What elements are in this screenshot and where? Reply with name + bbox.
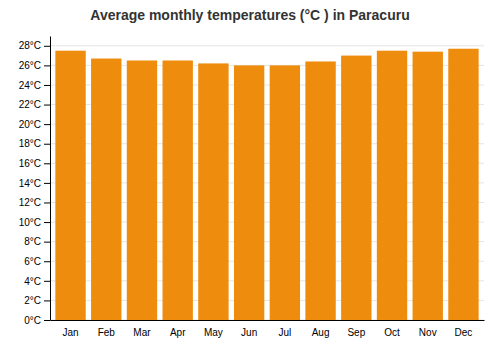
bar	[163, 60, 193, 320]
y-tick-mark	[44, 242, 50, 243]
x-tick: Jan	[62, 327, 78, 338]
y-tick-label: 10°C	[19, 217, 41, 228]
x-tick-label: May	[204, 327, 223, 338]
y-tick-label: 18°C	[19, 138, 41, 149]
y-tick: 16°C	[19, 158, 50, 169]
x-tick: Oct	[384, 327, 400, 338]
y-tick-mark	[44, 183, 50, 184]
x-tick: Jul	[278, 327, 291, 338]
title: Average monthly temperatures (°C ) in Pa…	[90, 7, 409, 23]
x-axis-line	[51, 320, 485, 321]
x-tick-label: Feb	[98, 327, 116, 338]
y-tick-mark	[44, 320, 50, 321]
y-tick: 26°C	[19, 60, 50, 71]
y-tick-label: 14°C	[19, 178, 41, 189]
y-tick-label: 0°C	[24, 315, 41, 326]
x-tick: Sep	[347, 327, 365, 338]
x-tick-label: Jan	[62, 327, 78, 338]
y-tick-mark	[44, 65, 50, 66]
bar	[198, 63, 228, 320]
y-tick: 2°C	[24, 295, 50, 306]
bar	[55, 51, 85, 320]
x-tick: Nov	[419, 327, 437, 338]
y-tick: 10°C	[19, 217, 50, 228]
y-tick-label: 4°C	[24, 276, 41, 287]
y-tick-mark	[44, 46, 50, 47]
y-tick: 12°C	[19, 197, 50, 208]
bar	[270, 65, 300, 320]
y-tick-label: 16°C	[19, 158, 41, 169]
x-tick: Jun	[241, 327, 257, 338]
x-axis: Jan Feb Mar Apr May Jun Jul Aug Sep Oct Nov Dec	[51, 321, 485, 339]
y-axis: 0°C 2°C 4°C 6°C 8°C 10°C 12°C 14°C 16°C 18°C 20°C 2…	[19, 37, 51, 326]
x-tick: Apr	[170, 327, 186, 338]
bar	[127, 60, 157, 320]
grid-line	[50, 45, 484, 46]
bar	[448, 49, 478, 320]
y-tick-mark	[44, 222, 50, 223]
x-tick: Mar	[133, 327, 151, 338]
y-tick-mark	[44, 163, 50, 164]
y-tick-label: 28°C	[19, 40, 41, 51]
y-tick: 18°C	[19, 138, 50, 149]
x-tick-label: Jun	[241, 327, 257, 338]
y-tick: 8°C	[24, 236, 50, 247]
bar	[305, 61, 335, 320]
y-tick: 14°C	[19, 178, 50, 189]
y-tick-mark	[44, 105, 50, 106]
chart: 0°C 2°C 4°C 6°C 8°C 10°C 12°C 14°C 16°C 18°C 20°C 2…	[0, 0, 500, 350]
y-tick-mark	[44, 281, 50, 282]
y-tick: 6°C	[24, 256, 50, 267]
bars	[55, 49, 478, 320]
y-tick-mark	[44, 144, 50, 145]
y-tick-mark	[44, 202, 50, 203]
y-tick: 0°C	[24, 315, 50, 326]
y-tick: 24°C	[19, 80, 50, 91]
y-tick-label: 8°C	[24, 236, 41, 247]
bar	[413, 52, 443, 320]
x-tick: May	[204, 327, 223, 338]
y-tick-mark	[44, 124, 50, 125]
y-axis-line	[50, 37, 51, 321]
y-tick: 28°C	[19, 40, 50, 51]
y-tick-label: 22°C	[19, 99, 41, 110]
y-tick-mark	[44, 261, 50, 262]
bar	[377, 51, 407, 320]
x-tick-label: Mar	[133, 327, 151, 338]
x-tick: Aug	[312, 327, 330, 338]
y-tick: 20°C	[19, 119, 50, 130]
x-tick-label: Jul	[278, 327, 291, 338]
y-tick-mark	[44, 85, 50, 86]
x-tick-label: Apr	[170, 327, 186, 338]
x-tick: Dec	[455, 327, 473, 338]
y-tick-mark	[44, 300, 50, 301]
y-tick-label: 26°C	[19, 60, 41, 71]
y-tick-label: 20°C	[19, 119, 41, 130]
y-tick: 22°C	[19, 99, 50, 110]
x-tick-label: Oct	[384, 327, 400, 338]
x-tick-label: Aug	[312, 327, 330, 338]
x-tick-label: Dec	[455, 327, 473, 338]
x-tick-label: Sep	[347, 327, 365, 338]
grid	[50, 46, 484, 320]
bar	[341, 56, 371, 320]
x-tick: Feb	[98, 327, 116, 338]
y-tick-label: 2°C	[24, 295, 41, 306]
bar	[234, 65, 264, 320]
y-tick-label: 12°C	[19, 197, 41, 208]
bar	[91, 59, 121, 320]
x-tick-label: Nov	[419, 327, 437, 338]
y-tick: 4°C	[24, 276, 50, 287]
y-tick-label: 6°C	[24, 256, 41, 267]
y-tick-label: 24°C	[19, 80, 41, 91]
